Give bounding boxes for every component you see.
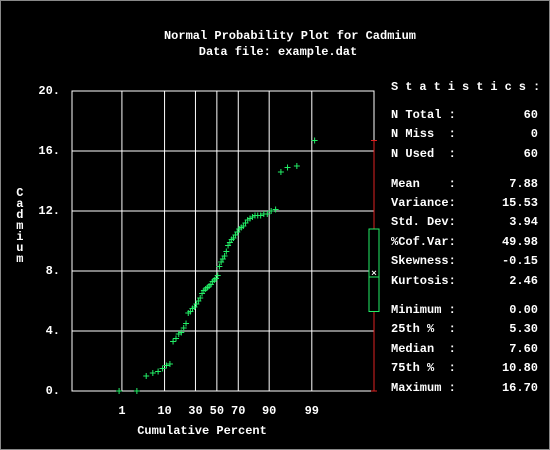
stat-value: 10.80 bbox=[502, 361, 538, 375]
stat-label: Maximum : bbox=[391, 381, 456, 395]
data-point bbox=[216, 263, 223, 270]
stat-label: 25th % : bbox=[391, 322, 456, 336]
stat-value: 3.94 bbox=[509, 215, 538, 229]
data-point bbox=[272, 206, 279, 213]
data-point bbox=[178, 329, 185, 336]
y-tick-label: 20. bbox=[38, 84, 60, 98]
data-point bbox=[155, 368, 162, 375]
stat-value: 5.30 bbox=[509, 322, 538, 336]
y-tick-label: 4. bbox=[46, 324, 60, 338]
stat-label: Mean : bbox=[391, 177, 456, 191]
data-point bbox=[133, 388, 140, 394]
y-tick-label: 8. bbox=[46, 264, 60, 278]
stat-label: Std. Dev: bbox=[391, 215, 456, 229]
stat-label: Variance: bbox=[391, 196, 456, 210]
stat-value: 16.70 bbox=[502, 381, 538, 395]
data-point bbox=[284, 164, 291, 171]
stat-value: 49.98 bbox=[502, 235, 538, 249]
data-point bbox=[172, 335, 179, 342]
data-point bbox=[183, 320, 190, 327]
stat-value: 60 bbox=[524, 147, 538, 161]
x-tick-label: 70 bbox=[231, 404, 245, 418]
data-point bbox=[149, 370, 156, 376]
data-point bbox=[264, 211, 271, 217]
data-point bbox=[116, 388, 123, 394]
y-tick-label: 16. bbox=[38, 144, 60, 158]
mean-marker bbox=[371, 270, 377, 276]
stat-label: Kurtosis: bbox=[391, 274, 456, 288]
box bbox=[368, 228, 380, 312]
data-point bbox=[170, 338, 177, 345]
stat-value: 2.46 bbox=[509, 274, 538, 288]
stat-value: 7.60 bbox=[509, 342, 538, 356]
stats-title: Statistics: bbox=[391, 80, 547, 94]
stat-value: 15.53 bbox=[502, 196, 538, 210]
stat-label: N Miss : bbox=[391, 127, 456, 141]
stat-label: 75th % : bbox=[391, 361, 456, 375]
y-axis-label: Cadmium bbox=[13, 186, 27, 263]
stat-value: 7.88 bbox=[509, 177, 538, 191]
data-point bbox=[311, 137, 318, 144]
stat-label: Median : bbox=[391, 342, 456, 356]
stat-label: Skewness: bbox=[391, 254, 456, 268]
x-tick-label: 30 bbox=[188, 404, 202, 418]
chart-subtitle: Data file: example.dat bbox=[199, 45, 357, 59]
data-point bbox=[163, 362, 170, 369]
stat-label: %Cof.Var: bbox=[391, 235, 456, 249]
stat-label: N Used : bbox=[391, 147, 456, 161]
stat-value: -0.15 bbox=[502, 254, 538, 268]
stat-value: 0 bbox=[531, 127, 538, 141]
data-point bbox=[293, 163, 300, 169]
y-tick-label: 0. bbox=[46, 384, 60, 398]
x-tick-label: 90 bbox=[262, 404, 276, 418]
stat-value: 0.00 bbox=[509, 303, 538, 317]
data-point bbox=[143, 373, 150, 379]
data-point bbox=[197, 295, 204, 301]
data-point bbox=[159, 365, 166, 372]
data-point bbox=[223, 248, 230, 255]
data-point bbox=[180, 325, 187, 331]
data-point bbox=[277, 169, 284, 175]
x-tick-label: 10 bbox=[157, 404, 171, 418]
stat-value: 60 bbox=[524, 108, 538, 122]
data-point bbox=[268, 208, 275, 214]
stat-label: N Total : bbox=[391, 108, 456, 122]
data-point bbox=[221, 253, 228, 259]
y-tick-label: 12. bbox=[38, 204, 60, 218]
x-tick-label: 50 bbox=[210, 404, 224, 418]
x-tick-label: 99 bbox=[305, 404, 319, 418]
data-point bbox=[257, 212, 264, 219]
x-tick-label: 1 bbox=[118, 404, 125, 418]
data-point bbox=[214, 272, 221, 279]
chart-title: Normal Probability Plot for Cadmium bbox=[164, 29, 416, 43]
stat-label: Minimum : bbox=[391, 303, 456, 317]
data-point bbox=[166, 361, 173, 367]
x-axis-label: Cumulative Percent bbox=[137, 424, 267, 438]
